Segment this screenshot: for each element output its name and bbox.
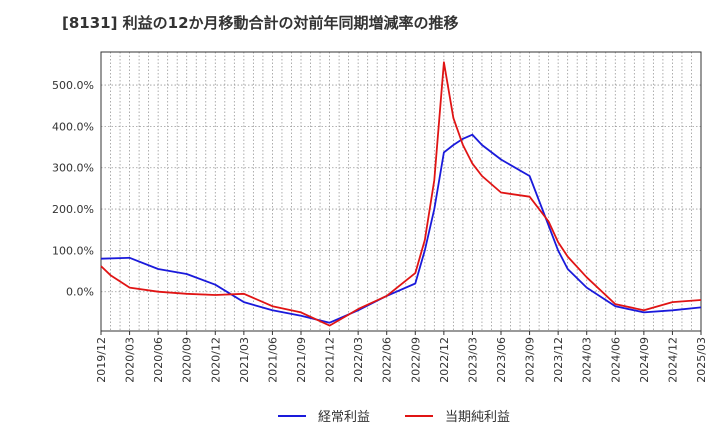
grid bbox=[101, 52, 701, 331]
x-tick-label: 2022/12 bbox=[438, 337, 451, 383]
x-tick-label: 2024/03 bbox=[581, 337, 594, 383]
axes: 0.0% 100.0% 200.0% 300.0% 400.0% 500.0% 2019/1… bbox=[52, 51, 708, 383]
y-tick-label: 300.0% bbox=[52, 162, 94, 175]
x-tick-label: 2023/03 bbox=[466, 337, 479, 383]
x-tick-label: 2022/03 bbox=[352, 337, 365, 383]
x-tick-label: 2021/06 bbox=[266, 337, 279, 383]
x-tick-label: 2021/03 bbox=[238, 337, 251, 383]
x-tick-label: 2021/12 bbox=[324, 337, 337, 383]
x-tick-label: 2024/09 bbox=[638, 337, 651, 383]
x-tick-label: 2023/09 bbox=[524, 337, 537, 383]
y-tick-label: 100.0% bbox=[52, 244, 94, 257]
x-tick-label: 2022/09 bbox=[409, 337, 422, 383]
series-line-2 bbox=[100, 61, 702, 327]
series-line-1 bbox=[100, 133, 702, 324]
x-tick-label: 2020/09 bbox=[181, 337, 194, 383]
x-tick-label: 2020/12 bbox=[209, 337, 222, 383]
y-tick-label: 0.0% bbox=[66, 286, 94, 299]
plot-frame bbox=[100, 51, 702, 332]
legend-label-1: 経常利益 bbox=[318, 410, 370, 425]
legend-label-2: 当期純利益 bbox=[445, 410, 510, 425]
x-tick-label: 2021/09 bbox=[295, 337, 308, 383]
x-tick-label: 2020/03 bbox=[124, 337, 137, 383]
legend: 経常利益 当期純利益 bbox=[278, 410, 510, 425]
x-tick-label: 2024/06 bbox=[609, 337, 622, 383]
x-tick-label: 2023/12 bbox=[552, 337, 565, 383]
y-tick-label: 200.0% bbox=[52, 203, 94, 216]
y-tick-label: 500.0% bbox=[52, 79, 94, 92]
x-tick-label: 2023/06 bbox=[495, 337, 508, 383]
x-tick-label: 2022/06 bbox=[381, 337, 394, 383]
x-tick-label: 2020/06 bbox=[152, 337, 165, 383]
x-tick-label: 2024/12 bbox=[666, 337, 679, 383]
y-tick-label: 400.0% bbox=[52, 120, 94, 133]
series-group bbox=[100, 61, 702, 327]
chart-title: [8131] 利益の12か月移動合計の対前年同期増減率の推移 bbox=[62, 14, 459, 32]
x-tick-label: 2025/03 bbox=[695, 337, 708, 383]
x-tick-label: 2019/12 bbox=[95, 337, 108, 383]
